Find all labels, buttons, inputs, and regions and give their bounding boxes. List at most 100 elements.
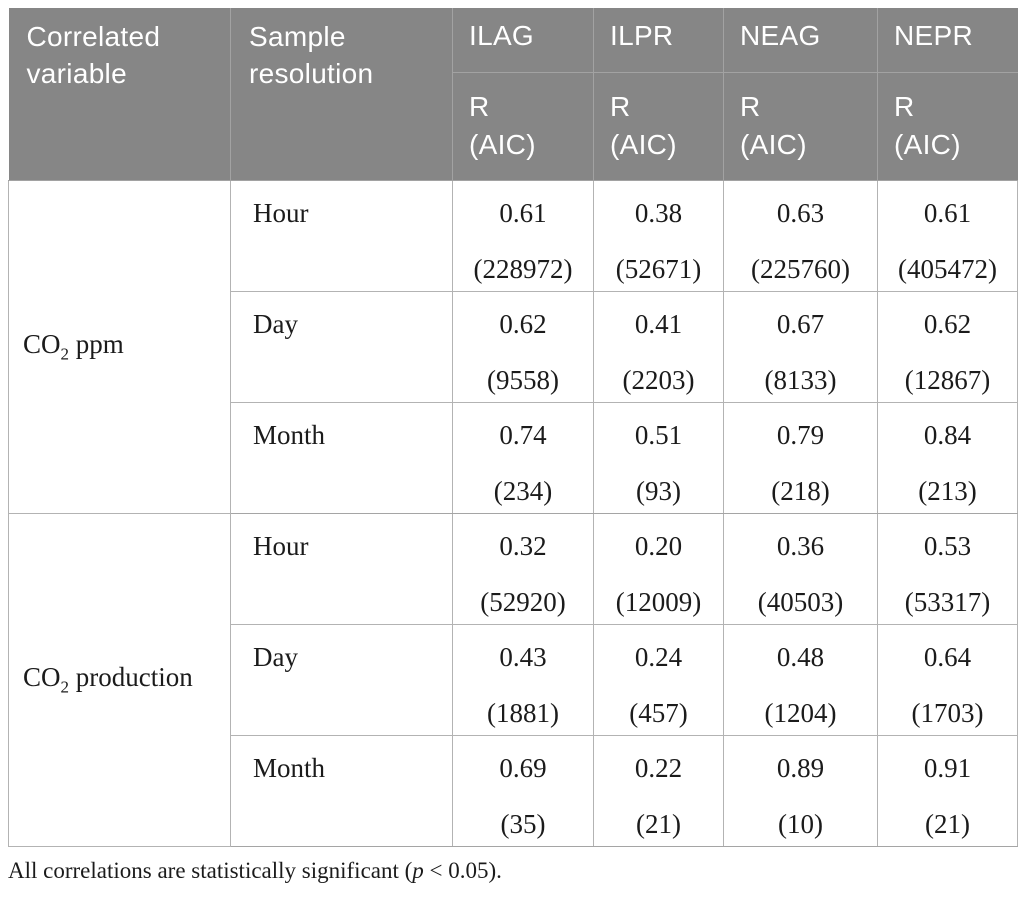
aic-value: (93) — [636, 475, 681, 506]
resolution-cell: Day — [230, 623, 453, 736]
r-value: 0.74 — [499, 419, 547, 450]
r-value: 0.53 — [923, 530, 972, 561]
r-value: 0.43 — [499, 641, 547, 672]
aic-value: (21) — [636, 808, 681, 839]
resolution-cell: Month — [230, 734, 453, 847]
r-value: 0.84 — [923, 419, 972, 450]
table-row-co2prod-day: Day 0.43 (1881) 0.24 (457) 0.48 (1204) 0… — [9, 623, 1018, 736]
value-cell-ilag: 0.74 (234) — [452, 401, 594, 514]
r-value: 0.48 — [776, 641, 825, 672]
aic-value: (9558) — [487, 364, 559, 395]
value-cell-nepr: 0.53 (53317) — [877, 512, 1018, 625]
header-row-top: Correlated variable Sample resolution IL… — [8, 8, 1018, 181]
aic-value: (1881) — [487, 697, 559, 728]
r-value: 0.22 — [634, 752, 683, 783]
footnote-text-post: < 0.05). — [423, 857, 502, 883]
value-cell-ilpr: 0.38 (52671) — [593, 179, 724, 292]
subheader-r-aic-neag: R (AIC) — [723, 71, 878, 181]
value-cell-ilpr: 0.24 (457) — [593, 623, 724, 736]
r-value: 0.32 — [499, 530, 547, 561]
correlation-table: Correlated variable Sample resolution IL… — [8, 8, 1018, 847]
table-row-co2ppm-day: Day 0.62 (9558) 0.41 (2203) 0.67 (8133) … — [9, 290, 1018, 403]
value-cell-neag: 0.67 (8133) — [723, 290, 878, 403]
subheader-r-aic-ilag: R (AIC) — [452, 71, 594, 181]
r-value: 0.62 — [923, 308, 972, 339]
resolution-cell: Day — [230, 290, 453, 403]
value-cell-neag: 0.63 (225760) — [723, 179, 878, 292]
value-cell-neag: 0.89 (10) — [723, 734, 878, 847]
metric-r-label: R — [469, 90, 490, 122]
header-row-sub: R (AIC) R (AIC) R (AIC) R (AIC) — [9, 71, 1018, 181]
subheader-r-aic-ilpr: R (AIC) — [593, 71, 724, 181]
aic-value: (40503) — [757, 586, 844, 617]
header-nepr: NEPR — [877, 8, 1018, 73]
value-cell-ilpr: 0.22 (21) — [593, 734, 724, 847]
value-cell-ilag: 0.69 (35) — [452, 734, 594, 847]
r-value: 0.62 — [499, 308, 547, 339]
r-value: 0.89 — [776, 752, 825, 783]
r-value: 0.63 — [776, 197, 825, 228]
table-row-co2ppm-hour: CO2 ppm Hour 0.61 (228972) 0.38 (52671) … — [8, 179, 1018, 514]
header-correlated-variable: Correlated variable — [8, 8, 231, 181]
variable-cell-co2production: CO2 production — [8, 512, 231, 847]
resolution-cell: Month — [230, 401, 453, 514]
aic-value: (35) — [500, 808, 546, 839]
metric-r-label: R — [610, 90, 631, 122]
resolution-cell: Hour — [230, 179, 453, 292]
r-value: 0.69 — [499, 752, 547, 783]
value-cell-ilag: 0.61 (228972) — [452, 179, 594, 292]
r-value: 0.91 — [923, 752, 972, 783]
r-value: 0.38 — [634, 197, 683, 228]
metric-aic-label: (AIC) — [740, 129, 807, 161]
aic-value: (457) — [629, 697, 688, 728]
value-cell-neag: 0.36 (40503) — [723, 512, 878, 625]
aic-value: (52920) — [480, 586, 566, 617]
r-value: 0.67 — [776, 308, 825, 339]
r-value: 0.20 — [634, 530, 683, 561]
header-sample-resolution: Sample resolution — [230, 8, 453, 181]
aic-value: (1703) — [911, 697, 984, 728]
r-value: 0.51 — [634, 419, 683, 450]
value-cell-ilag: 0.32 (52920) — [452, 512, 594, 625]
aic-value: (8133) — [764, 364, 837, 395]
aic-value: (218) — [771, 475, 830, 506]
footnote: All correlations are statistically signi… — [8, 858, 1017, 884]
table-header: Correlated variable Sample resolution IL… — [8, 8, 1018, 181]
value-cell-ilag: 0.62 (9558) — [452, 290, 594, 403]
aic-value: (405472) — [898, 253, 997, 284]
subheader-r-aic-nepr: R (AIC) — [877, 71, 1018, 181]
table-row-co2prod-hour: CO2 production Hour 0.32 (52920) 0.20 (1… — [8, 512, 1018, 847]
r-value: 0.36 — [776, 530, 825, 561]
r-value: 0.61 — [923, 197, 972, 228]
header-neag: NEAG — [723, 8, 878, 73]
variable-cell-co2ppm: CO2 ppm — [8, 179, 231, 514]
value-cell-neag: 0.48 (1204) — [723, 623, 878, 736]
r-value: 0.61 — [499, 197, 547, 228]
resolution-cell: Hour — [230, 512, 453, 625]
aic-value: (225760) — [751, 253, 850, 284]
aic-value: (12867) — [904, 364, 991, 395]
r-value: 0.24 — [634, 641, 683, 672]
value-cell-ilag: 0.43 (1881) — [452, 623, 594, 736]
value-cell-nepr: 0.62 (12867) — [877, 290, 1018, 403]
r-value: 0.64 — [923, 641, 972, 672]
variable-label: CO2 ppm — [23, 328, 124, 364]
table-row-co2ppm-month: Month 0.74 (234) 0.51 (93) 0.79 (218) 0.… — [9, 401, 1018, 514]
metric-aic-label: (AIC) — [610, 129, 677, 161]
value-cell-neag: 0.79 (218) — [723, 401, 878, 514]
value-cell-ilpr: 0.20 (12009) — [593, 512, 724, 625]
footnote-p-symbol: p — [412, 857, 424, 883]
r-value: 0.79 — [776, 419, 825, 450]
value-cell-nepr: 0.64 (1703) — [877, 623, 1018, 736]
metric-r-label: R — [740, 90, 761, 122]
metric-r-label: R — [894, 90, 915, 122]
metric-aic-label: (AIC) — [894, 129, 961, 161]
aic-value: (228972) — [473, 253, 573, 284]
table-body: CO2 ppm Hour 0.61 (228972) 0.38 (52671) … — [8, 179, 1018, 847]
aic-value: (213) — [918, 475, 977, 506]
value-cell-nepr: 0.84 (213) — [877, 401, 1018, 514]
header-ilag: ILAG — [452, 8, 594, 73]
aic-value: (1204) — [764, 697, 837, 728]
variable-label: CO2 production — [23, 661, 193, 697]
aic-value: (10) — [778, 808, 823, 839]
